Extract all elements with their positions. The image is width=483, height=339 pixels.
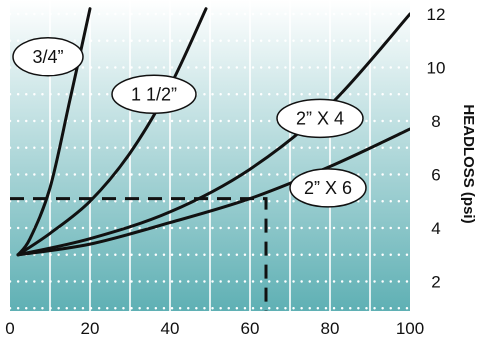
- y-axis-ticks: 2 4 6 8 10 12: [427, 5, 446, 292]
- x-tick-label: 20: [81, 319, 100, 338]
- curve-label-bubble: [276, 98, 364, 139]
- y-tick-label: 8: [431, 112, 440, 131]
- curve-label-2x4: 2” X 4: [296, 108, 344, 128]
- x-axis-ticks: 0 20 40 60 80 100: [5, 319, 424, 338]
- curve-label-bubble: [111, 74, 197, 114]
- y-axis-label: HEADLOSS (psi): [460, 104, 477, 223]
- dashed-reference-line: [10, 197, 268, 311]
- y-tick-label: 6: [431, 166, 440, 185]
- curve-label-bubble: [12, 37, 84, 77]
- series-line: [16, 12, 410, 257]
- y-tick-label: 10: [427, 59, 446, 78]
- curve-label-2x6: 2” X 6: [304, 178, 352, 198]
- series-line: [16, 127, 410, 257]
- x-tick-label: 0: [5, 319, 14, 338]
- x-tick-label: 100: [396, 319, 424, 338]
- curve-label-1-1-2: 1 1/2”: [131, 84, 177, 104]
- series-line: [16, 7, 208, 257]
- x-tick-label: 80: [321, 319, 340, 338]
- reference-line: [10, 197, 268, 311]
- x-tick-label: 40: [161, 319, 180, 338]
- curve-label-3-4: 3/4”: [32, 47, 63, 67]
- y-tick-label: 12: [427, 5, 446, 24]
- curve-label-bubble: [289, 168, 367, 208]
- y-tick-label: 4: [431, 219, 440, 238]
- x-tick-label: 60: [241, 319, 260, 338]
- curve-labels: 3/4” 1 1/2” 2” X 4 2” X 6: [12, 37, 367, 208]
- y-tick-label: 2: [431, 273, 440, 292]
